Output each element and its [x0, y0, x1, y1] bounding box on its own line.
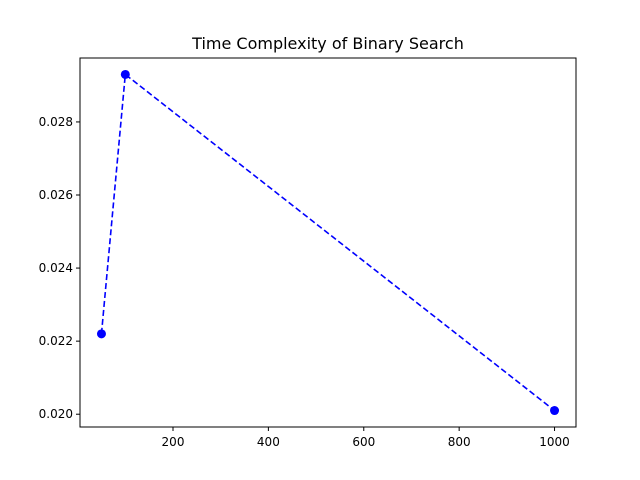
data-point [120, 69, 130, 79]
x-tick-label: 1000 [539, 435, 570, 449]
x-tick-label: 200 [162, 435, 185, 449]
y-tick-label: 0.026 [39, 188, 73, 202]
chart-title: Time Complexity of Binary Search [191, 34, 464, 53]
plot-area-frame [79, 57, 577, 428]
y-tick-label: 0.022 [39, 334, 73, 348]
y-axis: 0.020 0.022 0.024 0.026 0.028 [39, 115, 80, 421]
series-layer [96, 69, 560, 416]
x-axis: 200 400 600 800 1000 [162, 427, 570, 449]
x-tick-label: 800 [448, 435, 471, 449]
data-point [96, 329, 106, 339]
y-tick-label: 0.028 [39, 115, 73, 129]
y-tick-label: 0.024 [39, 261, 73, 275]
x-tick-label: 600 [352, 435, 375, 449]
x-tick-label: 400 [257, 435, 280, 449]
y-tick-label: 0.020 [39, 407, 73, 421]
series-line [100, 72, 556, 412]
data-point [550, 406, 560, 416]
